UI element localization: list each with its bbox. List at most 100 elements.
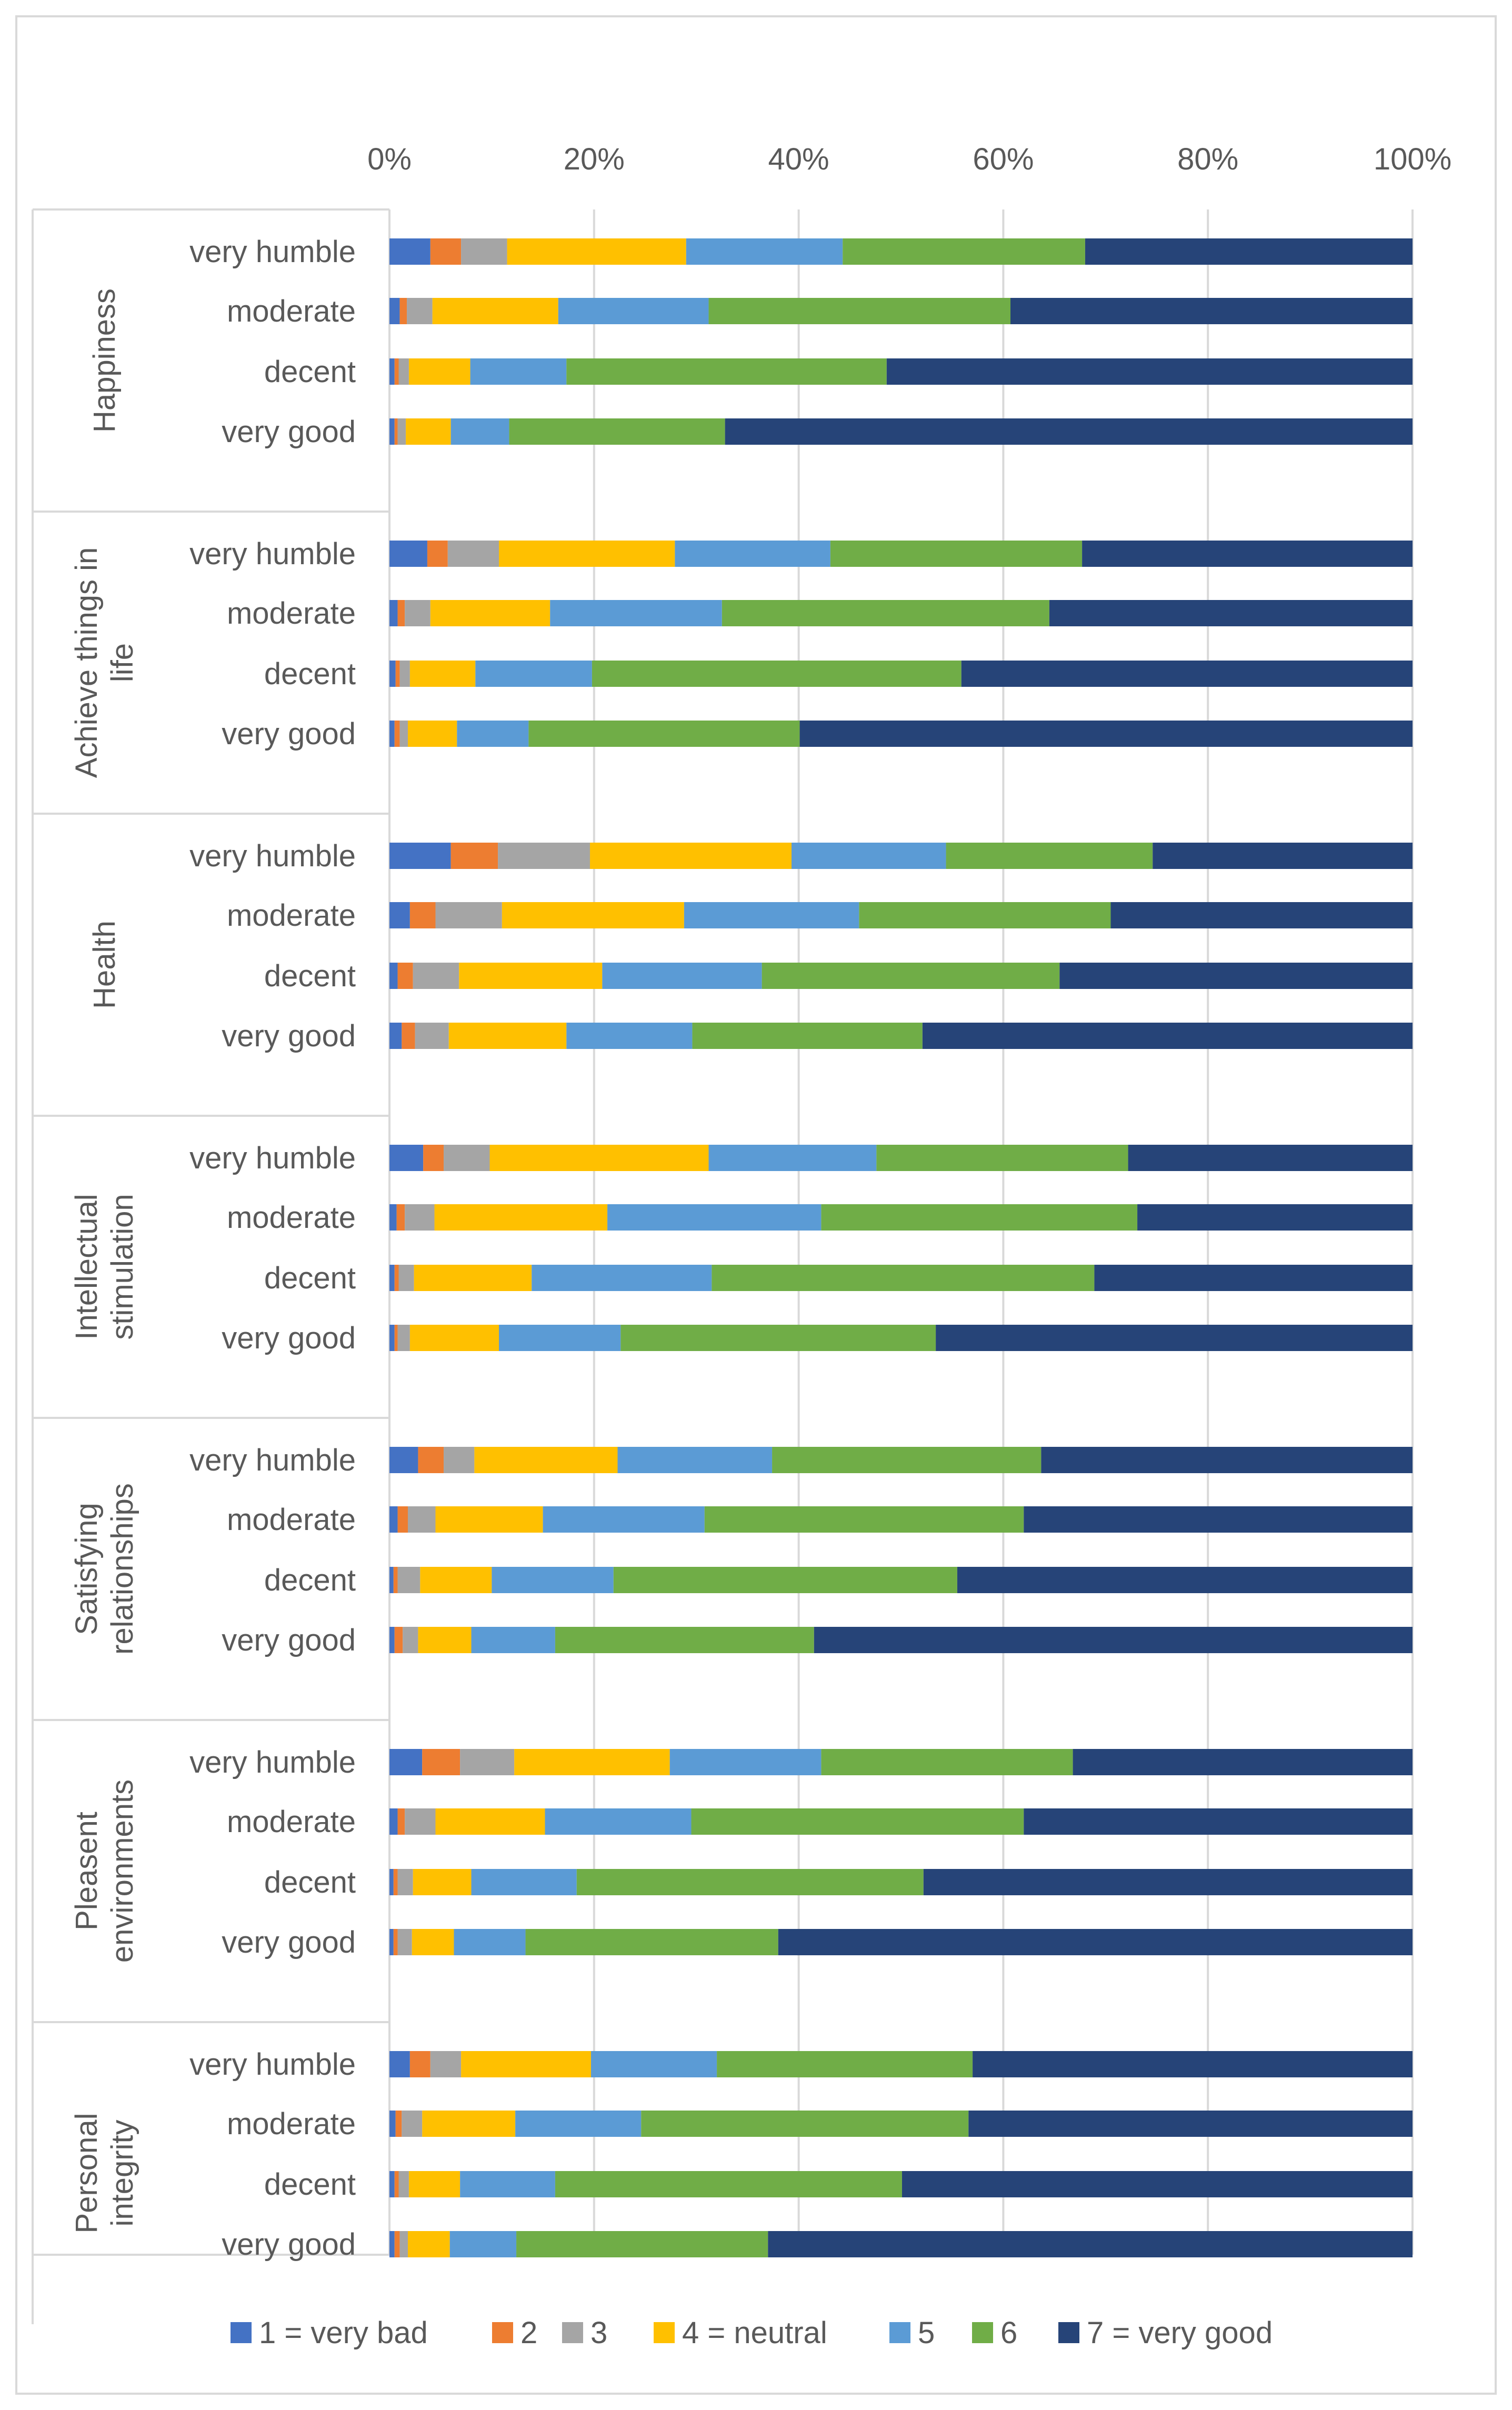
bar-segment [1137, 1204, 1413, 1231]
category-label: decent [264, 2167, 356, 2202]
bar-segment [394, 1929, 398, 1955]
bar-segment [405, 600, 430, 626]
category-label: very humble [189, 1745, 356, 1779]
bar-segment [399, 298, 407, 324]
bar-segment [402, 1023, 415, 1049]
category-label: moderate [227, 596, 356, 631]
bar-segment [402, 2111, 422, 2137]
category-label: very good [222, 1321, 356, 1355]
bar-segment [607, 1204, 821, 1231]
category-label: moderate [227, 1201, 356, 1235]
bar-segment [470, 358, 567, 385]
bar-segment [772, 1447, 1041, 1473]
bar-segment [423, 1145, 444, 1171]
bar-segment [444, 1447, 474, 1473]
bar-segment [389, 1869, 394, 1895]
bar-segment [592, 661, 962, 687]
bar-segment [526, 1929, 778, 1955]
legend-label: 1 = very bad [259, 2316, 428, 2350]
bar-segment [430, 238, 461, 265]
group-label: Health [87, 921, 122, 1009]
bar-segment [389, 721, 395, 747]
bar-segment [1094, 1265, 1413, 1291]
bar-segment [398, 418, 406, 445]
bar-segment [449, 1023, 567, 1049]
bar-segment [399, 661, 409, 687]
legend-label: 5 [918, 2316, 935, 2350]
group-label: Happiness [87, 288, 122, 433]
bar-segment [398, 1506, 408, 1533]
bar-segment [389, 541, 427, 567]
x-tick-label: 80% [1177, 142, 1238, 176]
bar-segment [410, 661, 475, 687]
bar-segment [408, 2231, 450, 2257]
bar-segment [1049, 600, 1413, 626]
bar-segment [427, 541, 448, 567]
category-label: very good [222, 717, 356, 751]
bar-segment [1010, 298, 1413, 324]
bar-segment [395, 1627, 403, 1653]
bar-segment [800, 721, 1413, 747]
bar-segment [509, 418, 725, 445]
bar-segment [448, 541, 499, 567]
category-label: moderate [227, 1503, 356, 1537]
bar-segment [768, 2231, 1413, 2257]
bar-segment [398, 2171, 408, 2197]
bar-segment [398, 1265, 414, 1291]
x-tick-label: 40% [768, 142, 829, 176]
x-tick-label: 20% [564, 142, 625, 176]
bar-segment [408, 721, 457, 747]
bar-segment [405, 1808, 435, 1835]
bar-segment [946, 843, 1153, 869]
bar-segment [566, 1023, 692, 1049]
group-label-line: Health [87, 921, 122, 1009]
bar-segment [395, 1325, 398, 1351]
bar-segment [725, 418, 1413, 445]
bar-segment [405, 1204, 434, 1231]
bar-segment [1082, 541, 1413, 567]
group-label: Achieve things inlife [69, 547, 139, 778]
bar-segment [399, 721, 408, 747]
bar-segment [399, 2231, 408, 2257]
category-label: very good [222, 1019, 356, 1053]
x-axis-tick-labels: 0% 20% 40% 60% 80% 100% [367, 142, 1451, 176]
bar-segment [418, 1447, 444, 1473]
bar-segment [830, 541, 1082, 567]
bar-segment [408, 1506, 435, 1533]
bar-segment [691, 1808, 1024, 1835]
bar-segment [389, 2051, 410, 2077]
group-label-line: relationships [105, 1483, 139, 1655]
bar-segment [389, 661, 396, 687]
bar-segment [499, 1325, 620, 1351]
bar-segment [410, 1325, 499, 1351]
bar-segment [705, 1506, 1024, 1533]
category-label: very humble [189, 1141, 356, 1175]
category-label: very good [222, 1623, 356, 1657]
bar-segment [550, 600, 722, 626]
bar-segment [459, 963, 602, 989]
category-label: moderate [227, 1805, 356, 1839]
bar-segment [389, 1749, 422, 1775]
bar-segment [717, 2051, 973, 2077]
bar-segment [435, 1808, 545, 1835]
bar-segment [396, 661, 400, 687]
bar-segment [490, 1145, 709, 1171]
group-label-line: Personal [69, 2113, 104, 2234]
bar-segment [389, 2231, 395, 2257]
bar-segment [435, 1204, 608, 1231]
bar-segment [444, 1145, 489, 1171]
bar-segment [398, 1325, 410, 1351]
bar-segment [475, 661, 592, 687]
group-label-line: Satisfying [69, 1503, 104, 1635]
x-tick-label: 0% [367, 142, 412, 176]
bar-segment [692, 1023, 922, 1049]
bar-segment [498, 843, 590, 869]
bar-segment [398, 963, 413, 989]
bar-segment [413, 1869, 472, 1895]
bar-segment [395, 418, 398, 445]
bar-segment [474, 1447, 617, 1473]
bar-segment [389, 843, 451, 869]
category-labels: very humble moderate decent very good very h… [189, 235, 356, 2262]
group-label: Personalintegrity [69, 2113, 139, 2234]
bar-segment [502, 902, 684, 928]
